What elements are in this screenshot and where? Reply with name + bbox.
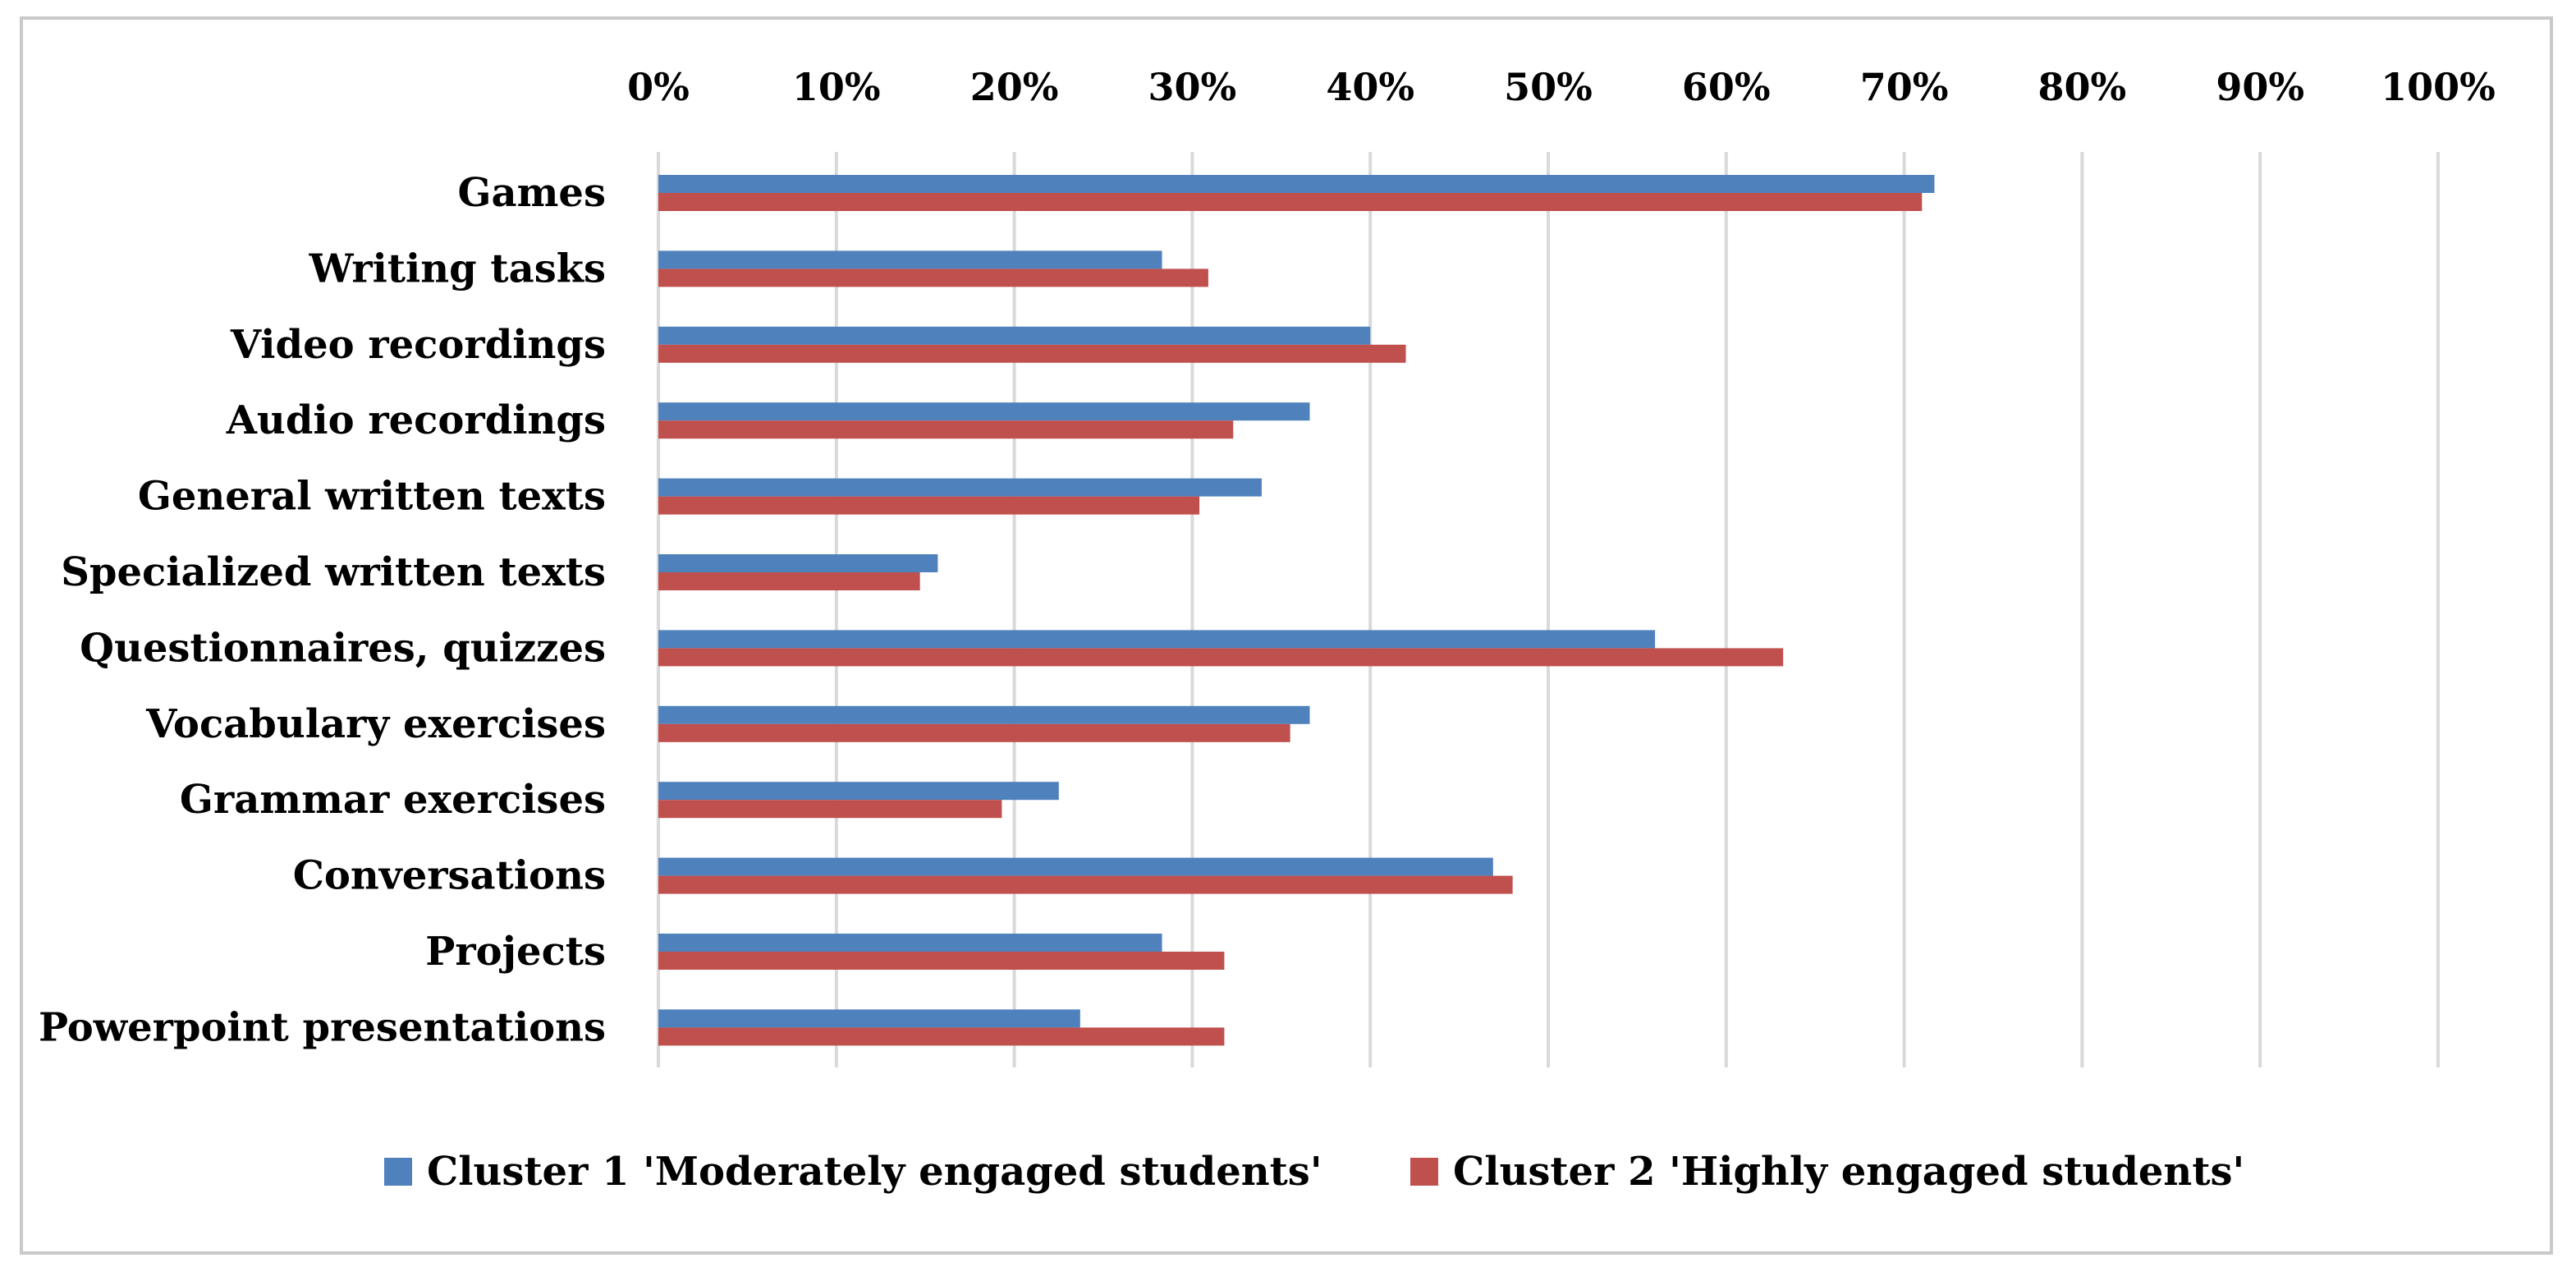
- legend-label: Cluster 2 'Highly engaged students': [1453, 1149, 2244, 1195]
- bar-series-1: [658, 1009, 1080, 1028]
- bar-series-1: [658, 782, 1059, 801]
- bar-series-1: [658, 934, 1162, 952]
- bar-series-2: [658, 420, 1234, 439]
- x-tick-label: 70%: [1860, 65, 1949, 109]
- bar-series-2: [658, 572, 920, 590]
- category-label: Conversations: [293, 853, 606, 899]
- category-label: Questionnaires, quizzes: [80, 625, 606, 671]
- x-tick-label: 30%: [1148, 65, 1237, 109]
- bar-series-1: [658, 250, 1162, 269]
- bar-series-1: [658, 554, 938, 572]
- legend-swatch: [1410, 1158, 1438, 1186]
- category-label: General written texts: [138, 474, 606, 520]
- x-axis-tick-labels: 0% 10% 20% 30% 40% 50% 60% 70% 80% 90% 100%: [627, 65, 2496, 109]
- bar-series-1: [658, 630, 1656, 649]
- bar-series-1: [658, 175, 1935, 193]
- bar-series-2: [658, 875, 1513, 894]
- x-tick-label: 20%: [970, 65, 1059, 109]
- x-tick-label: 100%: [2381, 65, 2496, 109]
- category-label: Projects: [425, 929, 606, 975]
- category-label: Powerpoint presentations: [39, 1004, 606, 1050]
- bar-series-1: [658, 705, 1310, 724]
- legend-label: Cluster 1 'Moderately engaged students': [427, 1149, 1322, 1195]
- bars: [658, 175, 1935, 1046]
- bar-series-2: [658, 269, 1208, 287]
- bar-series-1: [658, 857, 1493, 876]
- bar-series-1: [658, 326, 1371, 345]
- legend-swatch: [384, 1158, 412, 1186]
- bar-series-2: [658, 1027, 1225, 1046]
- bar-series-2: [658, 648, 1784, 667]
- bar-series-2: [658, 723, 1290, 742]
- bar-series-2: [658, 496, 1200, 515]
- category-label: Specialized written texts: [61, 549, 606, 595]
- bar-series-1: [658, 402, 1310, 421]
- category-label: Vocabulary exercises: [145, 701, 606, 747]
- x-tick-label: 10%: [792, 65, 881, 109]
- category-label: Games: [458, 170, 606, 216]
- x-tick-label: 80%: [2038, 65, 2127, 109]
- bar-series-2: [658, 952, 1225, 970]
- category-label: Audio recordings: [226, 397, 606, 443]
- x-tick-label: 50%: [1504, 65, 1593, 109]
- category-label: Writing tasks: [309, 246, 606, 291]
- category-labels: Games Writing tasks Video recordings Audio …: [39, 170, 606, 1050]
- x-tick-label: 90%: [2216, 65, 2304, 109]
- bar-series-1: [658, 478, 1262, 497]
- bar-series-2: [658, 193, 1923, 211]
- x-tick-label: 40%: [1326, 65, 1414, 109]
- bar-series-2: [658, 344, 1406, 363]
- x-tick-label: 0%: [627, 65, 690, 109]
- category-label: Video recordings: [230, 322, 606, 368]
- x-tick-label: 60%: [1682, 65, 1771, 109]
- legend: Cluster 1 'Moderately engaged students' C…: [384, 1149, 2244, 1195]
- bar-series-2: [658, 800, 1002, 819]
- gridlines: [657, 152, 2440, 1067]
- category-label: Grammar exercises: [180, 777, 606, 823]
